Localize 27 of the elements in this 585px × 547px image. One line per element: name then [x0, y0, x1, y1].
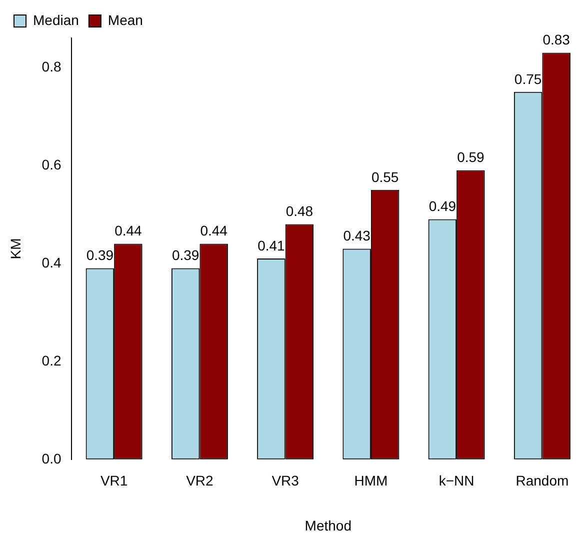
data-label: 0.44 [114, 222, 142, 239]
data-label: 0.83 [542, 32, 570, 48]
data-label: 0.39 [172, 247, 200, 264]
y-tick-label: 0.2 [42, 352, 62, 368]
x-axis-title: Method [304, 517, 352, 534]
data-label: 0.39 [86, 247, 114, 264]
data-label: 0.75 [514, 70, 542, 87]
x-tick-label: VR1 [100, 472, 128, 489]
y-tick-label: 0.4 [42, 254, 62, 270]
y-tick-label: 0.0 [42, 450, 62, 466]
y-axis-title: KM [7, 238, 24, 260]
data-label: 0.59 [457, 149, 485, 166]
x-tick-label: VR3 [272, 472, 300, 489]
y-tick-label: 0.6 [42, 156, 62, 172]
y-tick-label: 0.8 [42, 58, 62, 74]
data-label: 0.44 [200, 222, 228, 239]
data-label: 0.43 [343, 228, 371, 244]
legend-label: Mean [108, 12, 143, 28]
x-tick-label: VR2 [186, 472, 214, 489]
x-tick-label: Random [516, 472, 569, 489]
data-label: 0.49 [428, 198, 456, 214]
x-tick-label: k−NN [438, 472, 474, 489]
legend-label: Median [33, 12, 79, 28]
data-label: 0.41 [258, 237, 286, 254]
data-label: 0.55 [371, 168, 399, 185]
x-tick-label: HMM [354, 472, 388, 489]
data-label: 0.48 [286, 203, 314, 220]
